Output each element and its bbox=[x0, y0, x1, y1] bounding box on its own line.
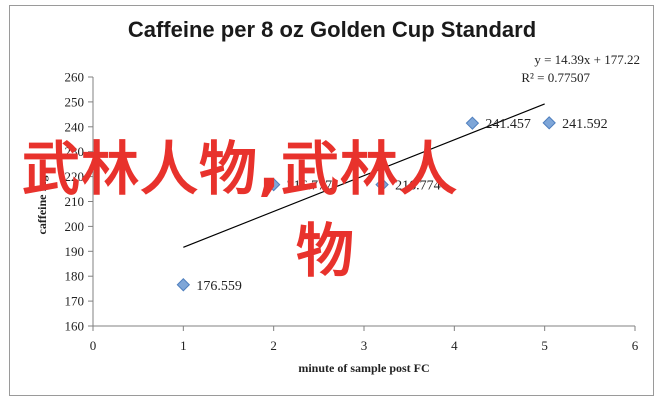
x-tick-label: 4 bbox=[451, 338, 458, 353]
data-point-label: 241.457 bbox=[485, 117, 531, 132]
y-tick-label: 200 bbox=[65, 219, 85, 234]
data-point-marker bbox=[266, 177, 281, 192]
x-tick-label: 6 bbox=[632, 338, 639, 353]
x-tick-label: 3 bbox=[361, 338, 368, 353]
trendline-r-squared: R² = 0.77507 bbox=[521, 70, 590, 85]
plot-area: 160 170 180 190 200 210 220 230 240 250 260 0 1 2 3 4 5 6… bbox=[65, 70, 639, 354]
data-point-marker bbox=[465, 116, 480, 130]
data-point-marker bbox=[176, 278, 191, 292]
data-point-label: 216.777 bbox=[287, 179, 333, 194]
y-tick-label: 230 bbox=[65, 144, 85, 159]
trendline bbox=[183, 103, 545, 248]
y-tick-label: 190 bbox=[65, 244, 85, 259]
data-point-label: 176.559 bbox=[196, 279, 242, 294]
y-tick-label: 170 bbox=[65, 294, 85, 309]
x-tick-label: 2 bbox=[270, 338, 277, 353]
y-tick-label: 260 bbox=[65, 70, 85, 85]
y-axis-label: caffeine mg bbox=[35, 176, 49, 235]
y-tick-label: 180 bbox=[65, 269, 85, 284]
data-point-label: 241.592 bbox=[562, 117, 608, 132]
data-point-marker bbox=[542, 116, 556, 130]
trendline-equation: y = 14.39x + 177.22 bbox=[534, 52, 640, 67]
y-tick-label: 160 bbox=[65, 319, 85, 334]
x-axis-label: minute of sample post FC bbox=[298, 361, 429, 375]
y-tick-label: 210 bbox=[65, 194, 85, 209]
chart-frame bbox=[9, 5, 654, 396]
y-tick-label: 220 bbox=[65, 169, 85, 184]
x-tick-label: 0 bbox=[90, 338, 97, 353]
data-point-label: 216.774 bbox=[395, 179, 441, 194]
x-tick-label: 5 bbox=[541, 338, 548, 353]
y-tick-label: 240 bbox=[65, 119, 85, 134]
chart-title: Caffeine per 8 oz Golden Cup Standard bbox=[128, 17, 536, 42]
data-point-marker bbox=[375, 177, 389, 192]
y-tick-label: 250 bbox=[65, 94, 85, 109]
x-tick-label: 1 bbox=[180, 338, 187, 353]
